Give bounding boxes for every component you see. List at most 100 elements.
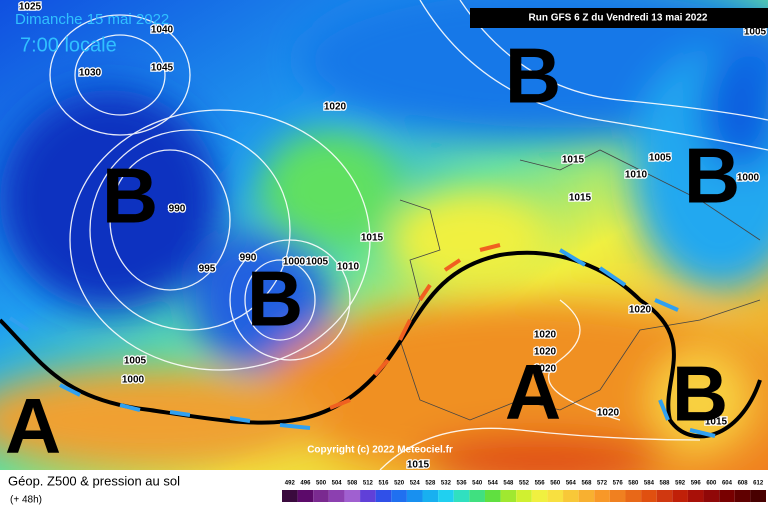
legend-swatch (313, 490, 329, 502)
legend-value: 528 (425, 481, 436, 487)
legend-value: 564 (566, 481, 577, 487)
legend-swatch (594, 490, 610, 502)
legend-swatch (563, 490, 579, 502)
pressure-label: 1015 (361, 233, 384, 244)
jet-stream (0, 243, 762, 439)
map-date: Dimanche 15 mai 2022 (15, 11, 169, 28)
legend-value: 596 (691, 481, 702, 487)
legend-swatch (422, 490, 439, 502)
pressure-label: 1015 (705, 417, 728, 428)
legend-swatch (375, 490, 392, 502)
legend-swatch (641, 490, 657, 502)
legend-value: 584 (644, 481, 655, 487)
pressure-label: 1025 (19, 2, 42, 13)
pressure-labels: 1025 1040 1045 1030 1020 990 995 990 1000 1005 101… (18, 0, 768, 472)
pressure-label: 1020 (629, 305, 652, 316)
legend-swatch (687, 490, 704, 502)
footer-subtitle: (+ 48h) (10, 495, 42, 506)
pressure-center: B (505, 32, 561, 120)
legend-value: 504 (332, 481, 343, 487)
legend-value: 532 (441, 481, 452, 487)
legend-swatch (484, 490, 501, 502)
legend-value: 508 (347, 481, 358, 487)
pressure-label: 1020 (597, 408, 620, 419)
pressure-label: 1000 (283, 257, 306, 268)
legend-swatch (609, 490, 626, 502)
pressure-center: B (684, 132, 740, 220)
pressure-label: 1045 (151, 63, 174, 74)
legend-swatch (453, 490, 470, 502)
legend-value: 500 (316, 481, 327, 487)
copyright: Copyright (c) 2022 Meteociel.fr (307, 445, 453, 456)
legend-swatch (719, 490, 735, 502)
legend-swatch (344, 490, 361, 502)
pressure-label: 1000 (122, 375, 145, 386)
legend-value: 520 (394, 481, 405, 487)
footer-title: Géop. Z500 & pression au sol (8, 473, 180, 488)
pressure-label: 990 (169, 204, 186, 215)
legend-value: 588 (660, 481, 671, 487)
legend-swatch (438, 490, 454, 502)
legend-value: 604 (722, 481, 733, 487)
pressure-label: 1000 (737, 173, 760, 184)
legend-value: 536 (457, 481, 468, 487)
pressure-center: B (672, 350, 728, 438)
legend-swatch (391, 490, 407, 502)
color-legend: 492 496 500 504 508 512 516 520 524 528 532 536 540 5… (282, 481, 766, 502)
run-banner (470, 8, 768, 28)
pressure-centers: B B B B A A B (5, 32, 740, 470)
pressure-label: 1020 (534, 330, 557, 341)
pressure-center: A (5, 382, 61, 470)
pressure-center: B (102, 152, 158, 240)
legend-swatch (516, 490, 532, 502)
legend-value: 568 (581, 481, 592, 487)
legend-swatch (297, 490, 314, 502)
pressure-label: 1005 (649, 153, 672, 164)
legend-value: 572 (597, 481, 608, 487)
legend-swatch (578, 490, 595, 502)
pressure-label: 1010 (337, 262, 360, 273)
legend-value: 496 (300, 481, 311, 487)
pressure-label: 1030 (79, 68, 102, 79)
pressure-label: 995 (199, 264, 216, 275)
pressure-center: B (247, 255, 303, 343)
legend-value: 560 (550, 481, 561, 487)
coastlines (399, 149, 761, 421)
pressure-label: 1015 (562, 155, 585, 166)
pressure-label: 1040 (151, 25, 174, 36)
legend-value: 592 (675, 481, 686, 487)
legend-swatch (360, 490, 376, 502)
legend-value: 556 (535, 481, 546, 487)
legend-value: 552 (519, 481, 530, 487)
pressure-label: 1005 (744, 27, 767, 38)
legend-value: 580 (628, 481, 639, 487)
isobars (49, 0, 768, 471)
legend-swatch (500, 490, 517, 502)
legend-value: 492 (285, 481, 296, 487)
pressure-label: 1020 (324, 102, 347, 113)
legend-swatch (672, 490, 688, 502)
map-background (0, 0, 768, 485)
pressure-label: 1020 (534, 347, 557, 358)
pressure-label: 990 (240, 253, 257, 264)
legend-value: 608 (738, 481, 749, 487)
legend-value: 524 (410, 481, 421, 487)
legend-value: 576 (613, 481, 624, 487)
pressure-label: 1020 (534, 364, 557, 375)
legend-swatch (703, 490, 720, 502)
run-info: Run GFS 6 Z du Vendredi 13 mai 2022 (529, 13, 708, 24)
pressure-label: 1015 (407, 460, 430, 471)
legend-value: 612 (753, 481, 764, 487)
legend-swatch (469, 490, 485, 502)
legend-swatch (406, 490, 423, 502)
legend-swatch (625, 490, 642, 502)
legend-swatch (734, 490, 751, 502)
legend-value: 600 (706, 481, 717, 487)
pressure-label: 1005 (124, 356, 147, 367)
legend-value: 540 (472, 481, 483, 487)
legend-value: 516 (378, 481, 389, 487)
legend-swatch (531, 490, 548, 502)
legend-value: 544 (488, 481, 499, 487)
map-time: 7:00 locale (20, 34, 117, 56)
